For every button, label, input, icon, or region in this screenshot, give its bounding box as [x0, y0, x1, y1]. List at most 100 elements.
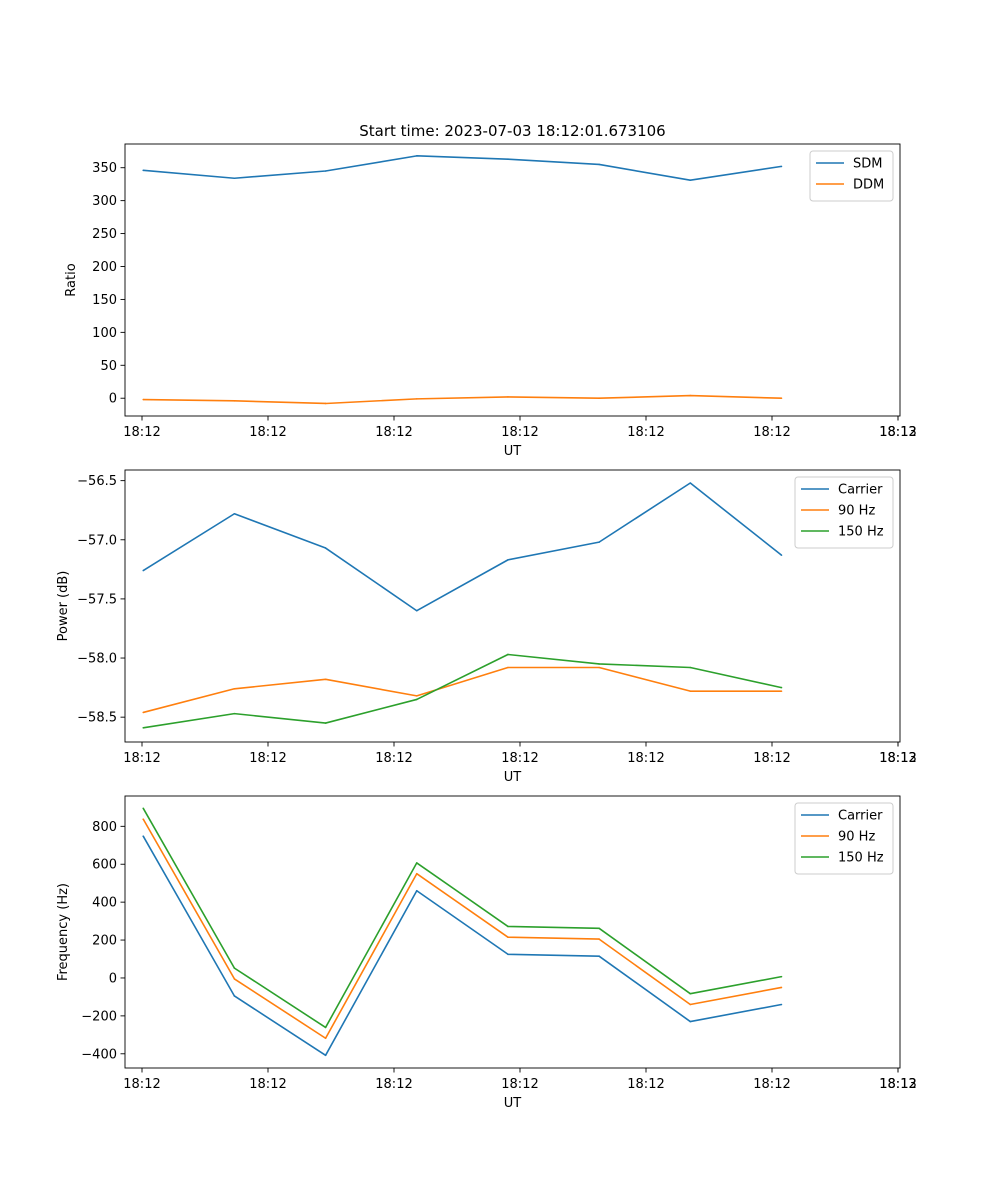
data-point — [324, 1054, 327, 1057]
y-axis-label: Power (dB) — [56, 571, 71, 642]
data-point — [598, 397, 600, 400]
x-tick-label: 18:12 — [627, 751, 664, 766]
data-point — [142, 169, 145, 172]
data-point — [780, 975, 783, 978]
data-point — [324, 402, 327, 405]
data-point — [142, 818, 145, 820]
data-point — [324, 678, 327, 681]
y-tick-label: 0 — [109, 971, 117, 986]
data-point — [142, 807, 145, 810]
data-point — [324, 1037, 327, 1040]
y-tick-label: 200 — [92, 260, 117, 275]
data-point — [415, 398, 418, 400]
data-point — [780, 686, 783, 689]
y-tick-label: −57.0 — [77, 533, 117, 548]
x-tick-label: 18:12 — [123, 1077, 160, 1092]
data-point — [142, 398, 145, 401]
y-tick-label: 100 — [92, 326, 117, 341]
x-tick-label: 18:12 — [375, 751, 412, 766]
x-tick-label: 18:12 — [879, 425, 916, 440]
x-tick-label: 18:13 — [879, 425, 916, 440]
y-tick-label: −200 — [81, 1009, 117, 1024]
x-tick-label: 18:13 — [879, 1077, 916, 1092]
data-point — [233, 978, 236, 980]
data-point — [507, 158, 509, 160]
data-point — [142, 727, 145, 729]
series-line-150-hz — [142, 807, 782, 1029]
data-point — [598, 666, 600, 669]
series-line-carrier — [142, 482, 782, 612]
x-tick-label: 18:12 — [753, 1077, 790, 1092]
x-tick-label: 18:12 — [123, 425, 160, 440]
axes-frame — [124, 469, 901, 743]
x-tick-label: 18:12 — [879, 1077, 916, 1092]
y-tick-label: 350 — [92, 161, 117, 176]
series-line-90-hz — [143, 666, 782, 714]
legend: Carrier 90 Hz 150 Hz — [794, 802, 894, 875]
series-line-150-hz — [143, 653, 782, 729]
x-axis-label: UT — [504, 444, 522, 459]
legend: SDM DDM — [809, 150, 894, 202]
data-point — [689, 394, 692, 397]
data-point — [507, 936, 509, 939]
x-tick-label: 18:12 — [753, 751, 790, 766]
data-point — [324, 722, 327, 724]
data-point — [324, 170, 327, 172]
chart-panel-1: 18:12 18:12 18:12 18:12 18:12 18:12 18:1218:13… — [64, 143, 917, 459]
y-tick-label: 250 — [92, 227, 117, 242]
data-point — [415, 862, 418, 864]
data-point — [507, 925, 509, 928]
data-point — [233, 687, 236, 690]
data-point — [780, 1003, 783, 1006]
data-point — [507, 653, 509, 656]
data-point — [233, 400, 236, 402]
data-point — [689, 179, 692, 182]
data-point — [780, 690, 783, 692]
data-point — [598, 163, 600, 166]
y-tick-label: 800 — [92, 820, 117, 835]
legend-entry: Carrier — [838, 809, 883, 824]
x-axis-label: UT — [504, 1096, 522, 1111]
y-tick-label: −58.5 — [77, 711, 117, 726]
data-point — [415, 872, 418, 875]
legend-entry: 90 Hz — [838, 504, 875, 519]
x-tick-label: 18:13 — [879, 751, 916, 766]
data-point — [689, 666, 692, 669]
data-point — [598, 927, 600, 930]
x-tick-label: 18:12 — [501, 1077, 538, 1092]
y-tick-label: 200 — [92, 934, 117, 949]
legend-entry: 90 Hz — [838, 830, 875, 845]
x-tick-label: 18:12 — [375, 1077, 412, 1092]
data-point — [598, 541, 600, 543]
chart-panels: 18:12 18:12 18:12 18:12 18:12 18:12 18:1218:13… — [56, 143, 917, 1111]
x-tick-label: 18:12 — [627, 1077, 664, 1092]
series-line-ddm — [143, 394, 782, 405]
y-tick-label: −58.0 — [77, 652, 117, 667]
y-tick-label: 150 — [92, 293, 117, 308]
x-tick-label: 18:12 — [627, 425, 664, 440]
data-point — [142, 711, 145, 714]
y-tick-label: −56.5 — [77, 474, 117, 489]
y-axis-label: Ratio — [64, 263, 79, 296]
x-tick-label: 18:12 — [123, 751, 160, 766]
x-tick-label: 18:12 — [249, 751, 286, 766]
data-point — [598, 955, 600, 957]
data-point — [142, 569, 145, 572]
x-tick-label: 18:12 — [249, 425, 286, 440]
legend-entry: Carrier — [838, 483, 883, 498]
data-point — [780, 397, 783, 400]
data-point — [415, 698, 418, 701]
data-point — [598, 663, 600, 665]
x-tick-label: 18:12 — [501, 425, 538, 440]
chart-panel-3: 18:12 18:12 18:12 18:12 18:12 18:12 18:1218:13… — [56, 795, 917, 1111]
series-line-carrier — [142, 835, 782, 1057]
data-point — [598, 938, 600, 940]
data-point — [507, 953, 509, 956]
x-axis-label: UT — [504, 770, 522, 785]
data-point — [142, 835, 145, 837]
y-tick-label: 300 — [92, 194, 117, 209]
data-point — [507, 559, 509, 561]
axes-frame — [124, 795, 901, 1069]
data-point — [780, 165, 783, 168]
